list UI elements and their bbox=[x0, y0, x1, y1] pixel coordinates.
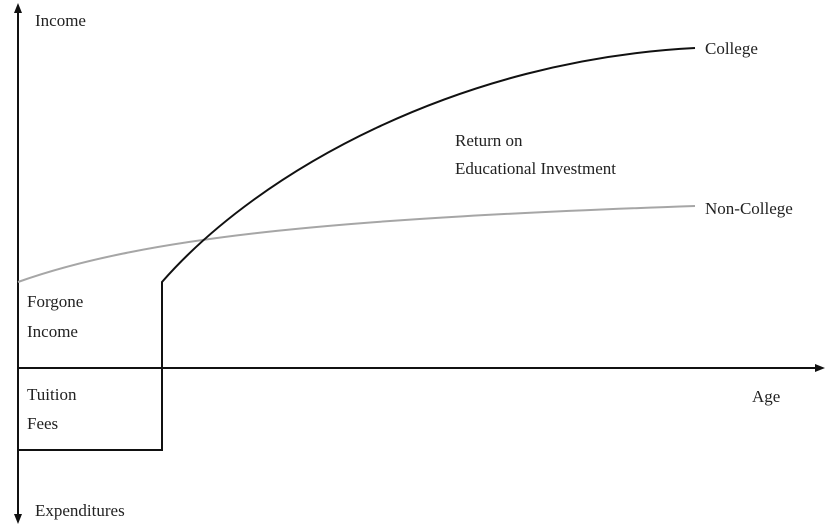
annotation: Educational Investment bbox=[455, 159, 616, 178]
y-top-label: Income bbox=[35, 11, 86, 30]
non-college-label: Non-College bbox=[705, 199, 793, 218]
annotation: Forgone bbox=[27, 292, 83, 311]
annotation: Tuition bbox=[27, 385, 77, 404]
college-curve bbox=[18, 47, 696, 451]
college-label: College bbox=[705, 39, 758, 58]
annotation: Fees bbox=[27, 414, 58, 433]
arrow-down bbox=[14, 514, 22, 524]
arrow-up bbox=[14, 3, 22, 13]
annotation: Return on bbox=[455, 131, 523, 150]
arrow-right bbox=[815, 364, 825, 372]
y-bottom-label: Expenditures bbox=[35, 501, 125, 520]
non-college-curve bbox=[17, 205, 696, 283]
x-axis-label: Age bbox=[752, 387, 780, 406]
annotation: Income bbox=[27, 322, 78, 341]
